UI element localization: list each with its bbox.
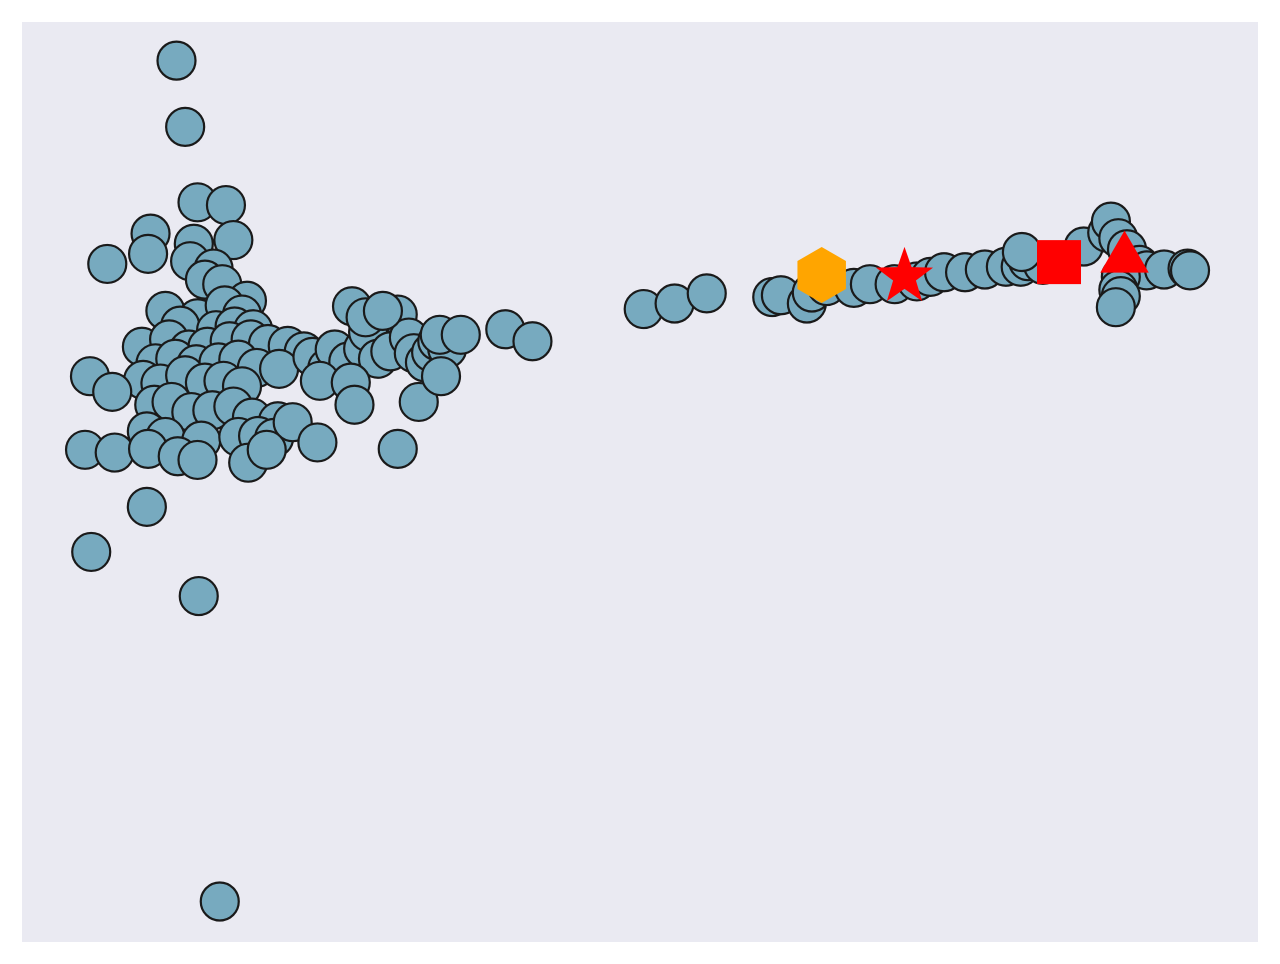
data-point bbox=[92, 371, 133, 412]
data-point bbox=[127, 233, 169, 274]
square-marker bbox=[1037, 240, 1082, 285]
data-point bbox=[199, 881, 240, 922]
data-point bbox=[87, 243, 128, 285]
data-point bbox=[165, 106, 206, 147]
star-marker bbox=[875, 246, 934, 302]
chart-marks bbox=[64, 40, 1211, 922]
data-point bbox=[1001, 231, 1043, 273]
data-point bbox=[334, 384, 375, 425]
data-point bbox=[512, 321, 553, 362]
plot-area bbox=[22, 22, 1258, 942]
data-point bbox=[1095, 287, 1136, 328]
data-point bbox=[398, 381, 439, 423]
data-point bbox=[297, 422, 338, 463]
data-point bbox=[213, 219, 254, 261]
data-point bbox=[377, 428, 418, 469]
data-point bbox=[362, 290, 404, 331]
data-point bbox=[126, 486, 167, 527]
data-point bbox=[156, 40, 197, 81]
data-point bbox=[686, 273, 727, 314]
data-point bbox=[177, 439, 218, 481]
data-point bbox=[258, 348, 300, 389]
data-point bbox=[440, 314, 481, 355]
hexagon-marker bbox=[797, 247, 846, 303]
data-point bbox=[246, 429, 287, 470]
data-point bbox=[94, 432, 135, 473]
data-point bbox=[420, 356, 462, 397]
data-point bbox=[71, 531, 112, 573]
data-point bbox=[1169, 250, 1211, 291]
data-point bbox=[205, 184, 247, 226]
triangle-marker bbox=[1100, 230, 1149, 273]
data-point bbox=[178, 575, 219, 617]
